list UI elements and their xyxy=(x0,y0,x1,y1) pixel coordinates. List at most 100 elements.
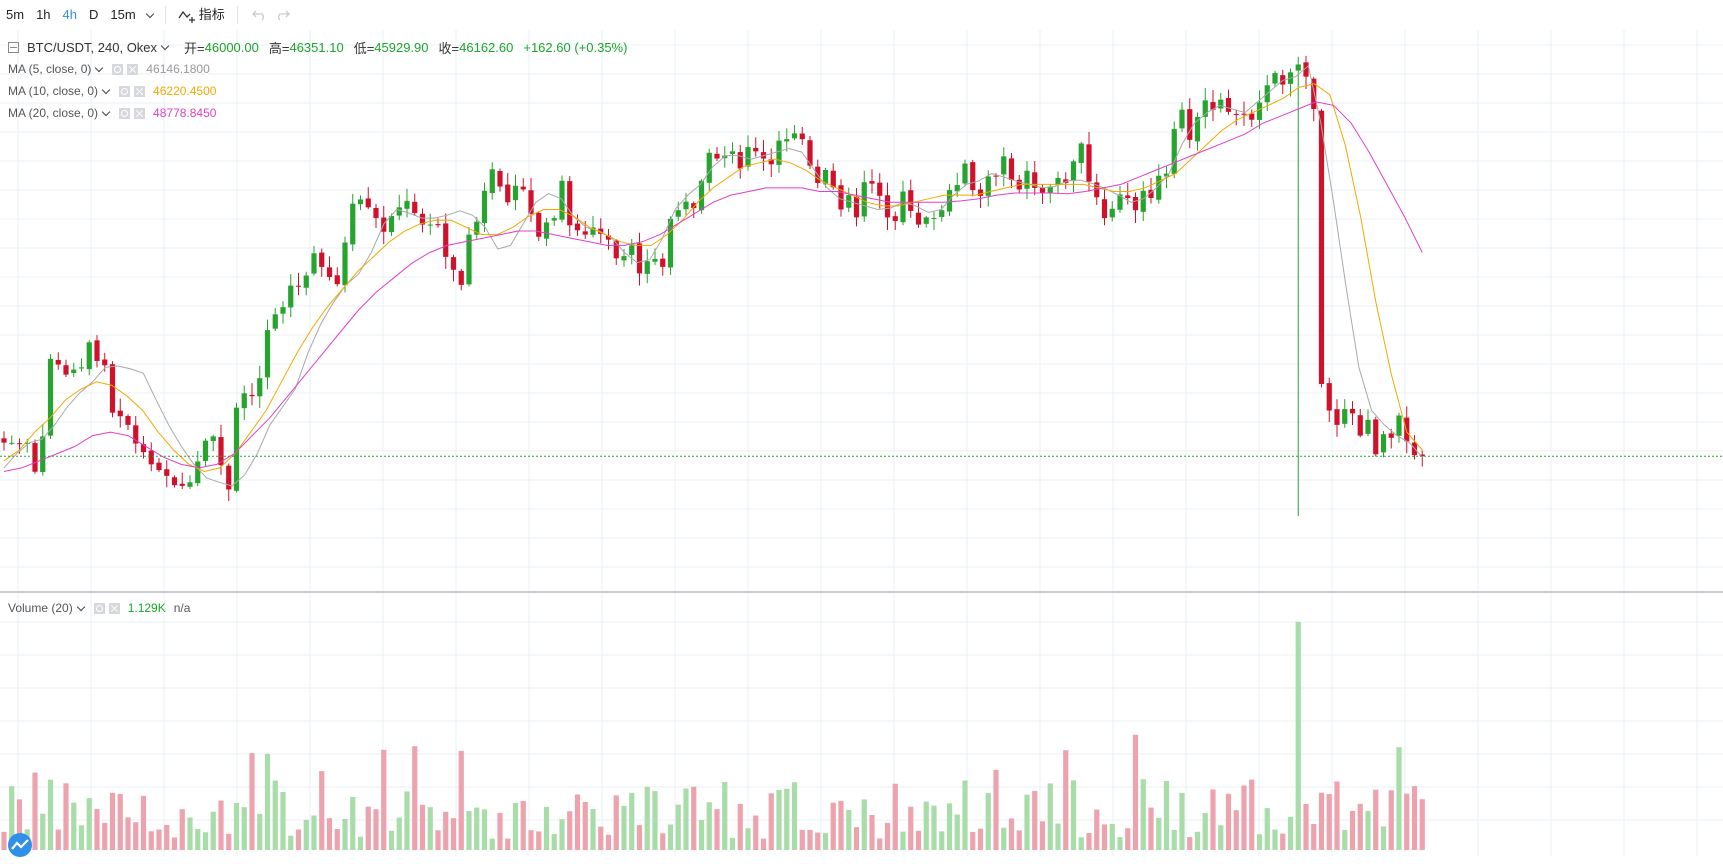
volume-bar xyxy=(1163,780,1170,850)
candle xyxy=(644,261,650,274)
volume-bar xyxy=(381,749,387,850)
volume-bar xyxy=(908,806,914,850)
open-value: 46000.00 xyxy=(204,40,259,55)
volume-bar xyxy=(644,786,650,850)
volume-bar xyxy=(559,819,565,850)
interval-4h[interactable]: 4h xyxy=(62,7,77,22)
volume-bar xyxy=(1233,810,1239,850)
candle xyxy=(838,185,844,210)
indicators-button[interactable]: 指标 xyxy=(172,2,231,28)
visibility-icon[interactable] xyxy=(93,602,105,614)
volume-bar xyxy=(1194,831,1201,850)
candle xyxy=(1225,98,1232,112)
close-icon[interactable] xyxy=(108,602,120,614)
volume-bar xyxy=(9,786,15,850)
volume-bar xyxy=(249,753,255,850)
chart-area[interactable] xyxy=(0,30,1723,864)
volume-bar xyxy=(326,818,333,850)
chevron-down-icon[interactable] xyxy=(101,107,111,116)
volume-bar xyxy=(1218,825,1224,850)
volume-bar xyxy=(1063,750,1069,850)
volume-bar xyxy=(419,804,426,850)
volume-bar xyxy=(954,814,960,850)
candle xyxy=(435,224,441,226)
symbol-label[interactable]: BTC/USDT, 240, Okex xyxy=(27,40,158,55)
interval-5m[interactable]: 5m xyxy=(6,7,25,22)
volume-value: 1.129K xyxy=(127,601,166,615)
volume-bar xyxy=(962,780,968,850)
candle xyxy=(102,359,108,366)
volume-bar xyxy=(652,791,658,850)
candle xyxy=(47,358,54,436)
candle xyxy=(16,443,23,445)
chevron-down-icon[interactable] xyxy=(76,602,85,611)
volume-bar xyxy=(683,788,689,850)
candle xyxy=(1249,113,1255,120)
volume-bar xyxy=(1094,809,1100,850)
indicators-label: 指标 xyxy=(198,7,225,22)
candle xyxy=(729,151,736,154)
candle xyxy=(1109,208,1115,218)
candle xyxy=(1039,187,1046,193)
volume-bar xyxy=(334,829,340,850)
interval-D[interactable]: D xyxy=(89,7,99,22)
visibility-icon[interactable] xyxy=(112,63,124,75)
volume-bar xyxy=(303,819,309,850)
redo-icon[interactable] xyxy=(274,6,292,24)
chevron-down-icon[interactable] xyxy=(160,41,170,51)
volume-bar xyxy=(342,818,348,850)
interval-15m[interactable]: 15m xyxy=(110,7,136,22)
close-icon[interactable] xyxy=(134,107,146,119)
volume-bar xyxy=(1342,829,1348,850)
candle xyxy=(489,169,495,193)
volume-bar xyxy=(830,802,836,850)
interval-1h[interactable]: 1h xyxy=(36,7,51,22)
close-icon[interactable] xyxy=(134,85,146,97)
volume-bar xyxy=(815,832,821,850)
visibility-icon[interactable] xyxy=(119,107,131,119)
volume-bar xyxy=(16,799,23,850)
chevron-down-icon[interactable] xyxy=(145,9,154,18)
volume-bar xyxy=(1047,783,1053,850)
candle xyxy=(822,170,829,185)
volume-bar xyxy=(1024,794,1030,850)
candle xyxy=(140,444,147,453)
volume-bar xyxy=(373,809,379,850)
candle xyxy=(497,171,503,187)
volume-bar xyxy=(257,813,263,850)
close-icon[interactable] xyxy=(127,63,139,75)
volume-bar xyxy=(86,798,92,850)
volume-bar xyxy=(195,828,201,850)
visibility-icon[interactable] xyxy=(119,85,131,97)
toolbar: 5m 1h 4h D 15m 指标 xyxy=(0,0,1723,30)
candle xyxy=(32,443,38,472)
chevron-down-icon[interactable] xyxy=(95,63,104,72)
volume-bar xyxy=(156,829,162,850)
volume-label: Volume (20) xyxy=(8,601,73,615)
chevron-down-icon[interactable] xyxy=(101,85,111,94)
candle xyxy=(1001,156,1007,175)
ma-legend-0: MA (5, close, 0) 46146.1800 xyxy=(8,62,210,76)
volume-bar xyxy=(295,829,302,850)
candle xyxy=(652,259,658,262)
volume-bar xyxy=(102,822,108,850)
candle xyxy=(202,440,209,461)
candle xyxy=(683,201,689,210)
candle xyxy=(280,307,286,314)
candle xyxy=(675,210,681,217)
candle xyxy=(171,477,178,486)
candle xyxy=(1086,144,1092,182)
collapse-icon[interactable] xyxy=(8,42,19,53)
volume-bar xyxy=(1039,821,1046,850)
volume-bar xyxy=(768,793,774,850)
volume-bar xyxy=(1365,810,1371,850)
open-label: 开= xyxy=(184,41,205,56)
volume-bar xyxy=(311,815,317,850)
volume-bar xyxy=(272,780,278,850)
volume-bar xyxy=(63,783,69,850)
candle xyxy=(621,256,627,261)
candle xyxy=(1156,175,1162,200)
candle xyxy=(86,342,92,370)
undo-icon[interactable] xyxy=(250,6,268,24)
volume-bar xyxy=(435,830,441,850)
